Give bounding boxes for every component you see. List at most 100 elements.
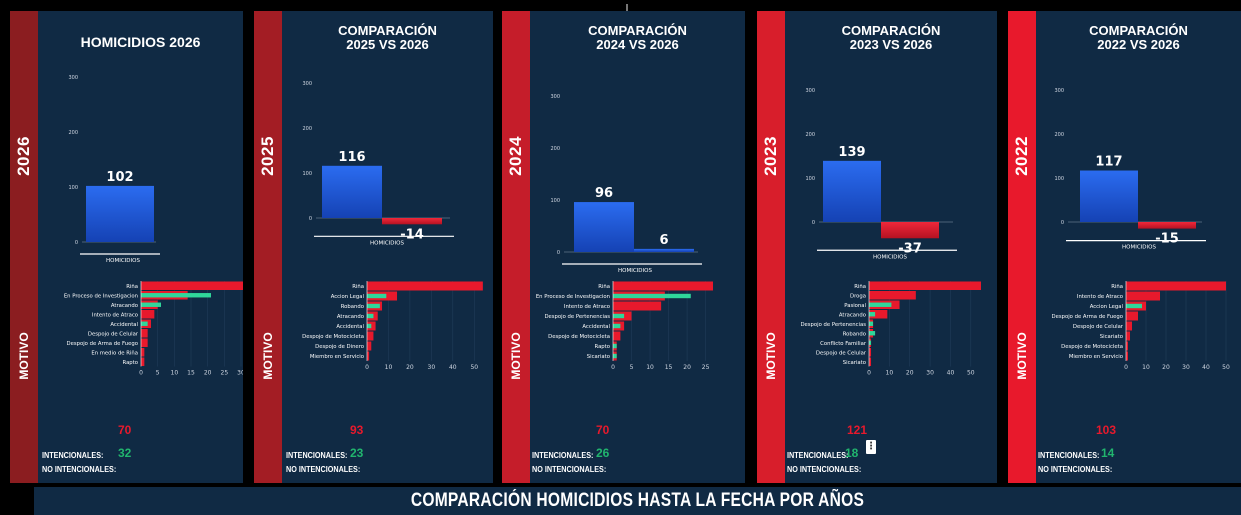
y-tick-label: 300	[550, 94, 560, 100]
year-ribbon: 2026 MOTIVO	[10, 11, 38, 483]
y-tick-label: 0	[812, 220, 815, 226]
motivo-bar-comparison	[869, 340, 872, 345]
motivo-label: MOTIVO	[509, 332, 523, 380]
bar-value-label: -37	[898, 241, 922, 256]
panel-title-line2: 2024 VS 2026	[596, 37, 679, 52]
panel-title-line1: COMPARACIÓN	[841, 23, 941, 38]
y-tick-label: 0	[75, 240, 78, 246]
category-label: Despojo de Arma de Fuego	[1052, 314, 1123, 320]
x-tick-label: 10	[385, 364, 393, 371]
more-options-icon[interactable]: ⋮	[866, 440, 876, 454]
bar-value-label: 117	[1095, 155, 1122, 170]
x-tick-label: 25	[702, 364, 710, 371]
motivo-bar	[1126, 341, 1128, 351]
motivo-bar-chart: 0 5 10 15 20 25 Riña En Proceso de Investigacio…	[536, 281, 713, 371]
category-label: Despojo de Celular	[88, 331, 139, 337]
panel-title: COMPARACIÓN 2023 VS 2026	[785, 24, 997, 52]
x-tick-label: 50	[470, 364, 478, 371]
motivo-bar	[1126, 321, 1132, 331]
no-intencionales-label: NO INTENCIONALES:	[532, 464, 607, 474]
motivo-bar	[141, 281, 243, 290]
x-tick-label: 0	[365, 364, 369, 371]
category-label: Robando	[341, 304, 364, 310]
y-tick-label: 100	[68, 185, 78, 191]
category-label: Conflicto Familiar	[820, 341, 867, 347]
motivo-bar-chart: 0 10 20 30 40 50 Riña Intento de Atraco Accion L…	[1052, 281, 1230, 371]
no-intencionales-label: NO INTENCIONALES:	[787, 464, 862, 474]
category-label: En Proceso de Investigacion	[536, 294, 610, 300]
year-label: 2024	[506, 136, 525, 176]
category-label: Despojo de Motocicleta	[1061, 344, 1123, 350]
motivo-label: MOTIVO	[17, 332, 31, 380]
intencionales-label: INTENCIONALES:	[42, 450, 104, 460]
category-label: Despojo de Motocicleta	[548, 334, 610, 340]
total-count: 70	[118, 423, 132, 437]
motivo-bar-comparison	[613, 343, 617, 349]
footer-title: COMPARACIÓN HOMICIDIOS HASTA LA FECHA PO…	[410, 490, 865, 511]
bar-negative	[881, 222, 939, 239]
year-ribbon: 2024 MOTIVO	[502, 11, 530, 483]
year-label: 2022	[1012, 136, 1031, 176]
y-tick-label: 0	[309, 216, 312, 222]
year-label: 2026	[14, 136, 33, 176]
panel-2026: 2026 MOTIVO HOMICIDIOS 2026 0 100 200 300 10…	[10, 11, 243, 483]
year-label: 2025	[258, 136, 277, 176]
y-tick-label: 200	[68, 130, 78, 136]
panel-title-line2: 2025 VS 2026	[346, 37, 429, 52]
bar-positive	[823, 160, 881, 222]
panel-title-line1: HOMICIDIOS 2026	[80, 34, 201, 50]
intencionales-label: INTENCIONALES:	[286, 450, 348, 460]
bar-positive	[322, 165, 382, 218]
bar-value-label: -14	[400, 227, 424, 242]
bar-value-label: -15	[1155, 232, 1179, 247]
no-intencionales-label: NO INTENCIONALES:	[1038, 464, 1113, 474]
bar-value-label: 139	[838, 145, 865, 160]
y-tick-label: 300	[302, 81, 312, 87]
motivo-bar-comparison	[1126, 303, 1142, 309]
no-intencionales-label: NO INTENCIONALES:	[42, 464, 117, 474]
motivo-bar	[869, 348, 872, 357]
motivo-label: MOTIVO	[261, 332, 275, 380]
motivo-bar-chart: 0 5 10 15 20 25 30 Riña En Proceso de Investigac…	[64, 281, 243, 377]
motivo-bar	[869, 281, 981, 290]
year-label: 2023	[761, 136, 780, 176]
motivo-bar-comparison	[613, 353, 617, 359]
x-tick-label: 30	[926, 370, 934, 377]
category-label: Miembro en Servicio	[310, 354, 364, 360]
motivo-bar	[141, 348, 145, 357]
motivo-label: MOTIVO	[764, 332, 778, 380]
x-tick-label: HOMICIDIOS	[618, 268, 652, 274]
panel-title-line1: COMPARACIÓN	[588, 23, 687, 38]
category-label: Accion Legal	[1090, 304, 1123, 310]
y-tick-label: 200	[805, 132, 815, 138]
motivo-bar	[869, 310, 888, 319]
category-label: Rapto	[595, 344, 611, 350]
x-tick-label: 40	[947, 370, 955, 377]
motivo-bar	[613, 331, 621, 341]
year-ribbon: 2023 MOTIVO	[757, 11, 785, 483]
motivo-bar	[869, 357, 872, 366]
x-tick-label: 20	[406, 364, 414, 371]
panel-title-line2: 2023 VS 2026	[849, 37, 933, 52]
total-count: 103	[1096, 423, 1117, 437]
category-label: Despojo de Pertenencias	[800, 322, 866, 328]
x-tick-label: 40	[449, 364, 457, 371]
motivo-bar-comparison	[367, 313, 374, 319]
x-tick-label: 50	[1222, 364, 1230, 371]
motivo-bar-comparison	[869, 321, 874, 326]
category-label: Despojo de Dinero	[315, 344, 364, 350]
motivo-bar-comparison	[367, 323, 372, 329]
motivo-bar	[1126, 351, 1128, 361]
category-label: Riña	[126, 284, 138, 290]
bar-positive	[1080, 170, 1138, 222]
motivo-bar-comparison	[141, 302, 161, 307]
category-label: En medio de Riña	[91, 350, 138, 356]
category-label: Accidental	[582, 324, 610, 330]
x-tick-label: 5	[156, 370, 160, 377]
intencionales-count: 14	[1101, 446, 1115, 460]
panel-2024: 2024 MOTIVO COMPARACIÓN 2024 VS 2026 0 10…	[502, 11, 745, 483]
x-tick-label: 5	[630, 364, 634, 371]
intencionales-label: INTENCIONALES:	[532, 450, 594, 460]
category-label: Accidental	[336, 324, 364, 330]
